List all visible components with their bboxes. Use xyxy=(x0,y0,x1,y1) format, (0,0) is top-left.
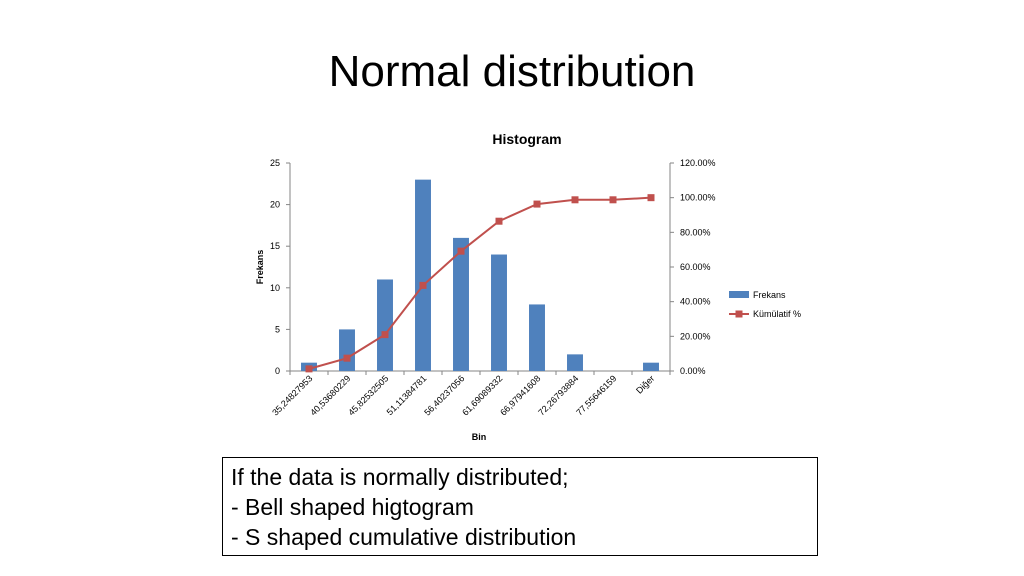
legend-label-frekans: Frekans xyxy=(753,290,786,300)
cumulative-point xyxy=(647,194,655,202)
y-tick-label-right: 40.00% xyxy=(680,297,711,307)
cumulative-point xyxy=(381,331,389,339)
cumulative-point xyxy=(495,217,503,225)
cumulative-point xyxy=(305,365,313,373)
y-tick-label-right: 0.00% xyxy=(680,366,706,376)
cumulative-line xyxy=(308,196,652,370)
note-line-3: - S shaped cumulative distribution xyxy=(231,524,577,550)
histogram-bar xyxy=(453,237,469,371)
cumulative-point xyxy=(457,247,465,255)
cumulative-point xyxy=(571,196,579,204)
y-tick-label-left: 25 xyxy=(270,158,280,168)
histogram-bar xyxy=(529,304,545,371)
slide-title: Normal distribution xyxy=(328,47,696,96)
y-tick-label-right: 80.00% xyxy=(680,227,711,237)
histogram-bar xyxy=(339,329,355,371)
histogram-bar xyxy=(491,254,507,371)
y-tick-label-left: 15 xyxy=(270,241,280,251)
cumulative-point xyxy=(609,196,617,204)
legend-marker-kumulatif xyxy=(735,310,743,318)
cumulative-point xyxy=(343,354,351,362)
y-tick-label-left: 0 xyxy=(275,366,280,376)
cumulative-point xyxy=(533,200,541,208)
x-axis-title: Bin xyxy=(472,432,487,442)
x-tick-label: 77,55646159 xyxy=(574,373,618,417)
y-tick-label-right: 20.00% xyxy=(680,331,711,341)
chart-title: Histogram xyxy=(492,131,561,147)
histogram-bar xyxy=(643,362,659,371)
note-line-1: If the data is normally distributed; xyxy=(231,464,569,490)
x-tick-label: Diğer xyxy=(634,373,656,395)
legend-swatch-frekans xyxy=(729,291,749,298)
plot-area: 0 5 10 15 20 25 0.00% 20.00% 40.00% 60.00% 80.00% 1… xyxy=(255,158,801,442)
y-tick-label-right: 100.00% xyxy=(680,193,716,203)
y-tick-label-left: 10 xyxy=(270,283,280,293)
histogram-bar xyxy=(415,179,431,371)
y-tick-label-right: 60.00% xyxy=(680,262,711,272)
y-tick-label-left: 20 xyxy=(270,200,280,210)
cumulative-point xyxy=(419,281,427,289)
note-box: If the data is normally distributed; - B… xyxy=(222,457,818,556)
x-tick-label: 45,82532505 xyxy=(346,373,390,417)
histogram-bar xyxy=(377,279,393,371)
histogram-bar xyxy=(567,354,583,371)
y-tick-label-left: 5 xyxy=(275,324,280,334)
note-line-2: - Bell shaped higtogram xyxy=(231,494,474,520)
legend-label-kumulatif: Kümülatif % xyxy=(753,309,801,319)
y-tick-label-right: 120.00% xyxy=(680,158,716,168)
y-axis-title: Frekans xyxy=(255,250,265,285)
